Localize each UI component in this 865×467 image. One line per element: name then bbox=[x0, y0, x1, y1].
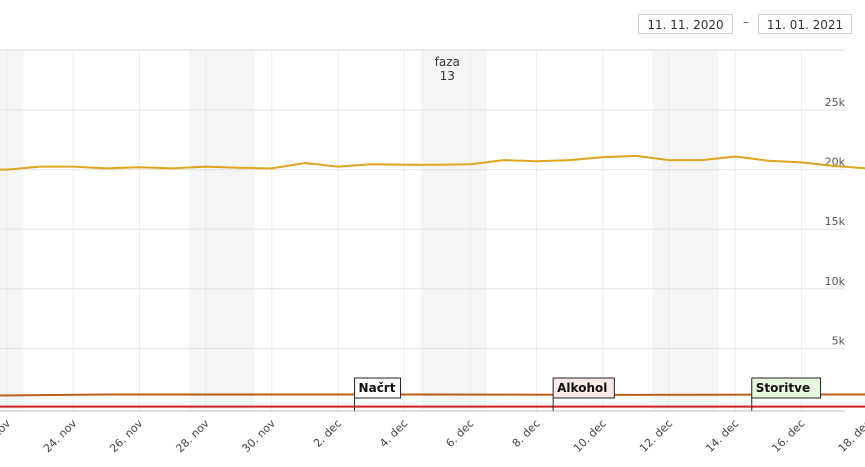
event-annotation-label: Načrt bbox=[359, 381, 396, 395]
event-annotation-label: Alkohol bbox=[557, 381, 607, 395]
weekend-band bbox=[0, 50, 24, 411]
date-to-input[interactable]: 11. 01. 2021 bbox=[758, 14, 852, 34]
x-tick-label: 14. dec bbox=[703, 417, 741, 455]
event-annotation-box bbox=[552, 377, 615, 399]
x-tick-label: 12. dec bbox=[637, 417, 675, 455]
event-annotation: Načrt bbox=[354, 377, 402, 411]
event-annotation: Alkohol bbox=[552, 377, 615, 411]
event-annotation-label: Storitve bbox=[756, 381, 810, 395]
weekend-band bbox=[652, 50, 719, 411]
date-from-input[interactable]: 11. 11. 2020 bbox=[638, 14, 733, 34]
weekend-band bbox=[189, 50, 256, 411]
x-tick-label: 30. nov bbox=[240, 417, 279, 456]
phase-label-number: 13 bbox=[440, 69, 455, 83]
event-annotation-box bbox=[354, 377, 402, 399]
x-tick-label: 4. dec bbox=[377, 417, 410, 450]
x-tick-label: 16. dec bbox=[769, 417, 807, 455]
x-tick-label: 8. dec bbox=[510, 417, 543, 450]
x-tick-label: 18. dec bbox=[836, 417, 865, 455]
x-tick-label: 24. nov bbox=[41, 417, 80, 456]
x-tick-label: 10. dec bbox=[571, 417, 609, 455]
weekend-band bbox=[420, 50, 487, 411]
x-tick-label: 26. nov bbox=[107, 417, 146, 456]
y-tick-label: 5k bbox=[832, 334, 846, 347]
y-tick-label: 15k bbox=[825, 215, 846, 228]
phase-label-title: faza bbox=[435, 55, 460, 69]
x-tick-label: 2. dec bbox=[311, 417, 344, 450]
y-tick-label: 25k bbox=[825, 96, 846, 109]
event-annotation: Storitve bbox=[751, 377, 822, 411]
series-orange-line bbox=[0, 154, 865, 171]
x-tick-label: 6. dec bbox=[443, 417, 476, 450]
x-tick-label: 28. nov bbox=[173, 417, 212, 456]
date-range-separator: – bbox=[743, 15, 749, 29]
series-brown-line bbox=[0, 393, 865, 397]
x-tick-label: 22. nov bbox=[0, 417, 13, 456]
y-tick-label: 10k bbox=[825, 275, 846, 288]
event-annotation-box bbox=[751, 377, 822, 399]
